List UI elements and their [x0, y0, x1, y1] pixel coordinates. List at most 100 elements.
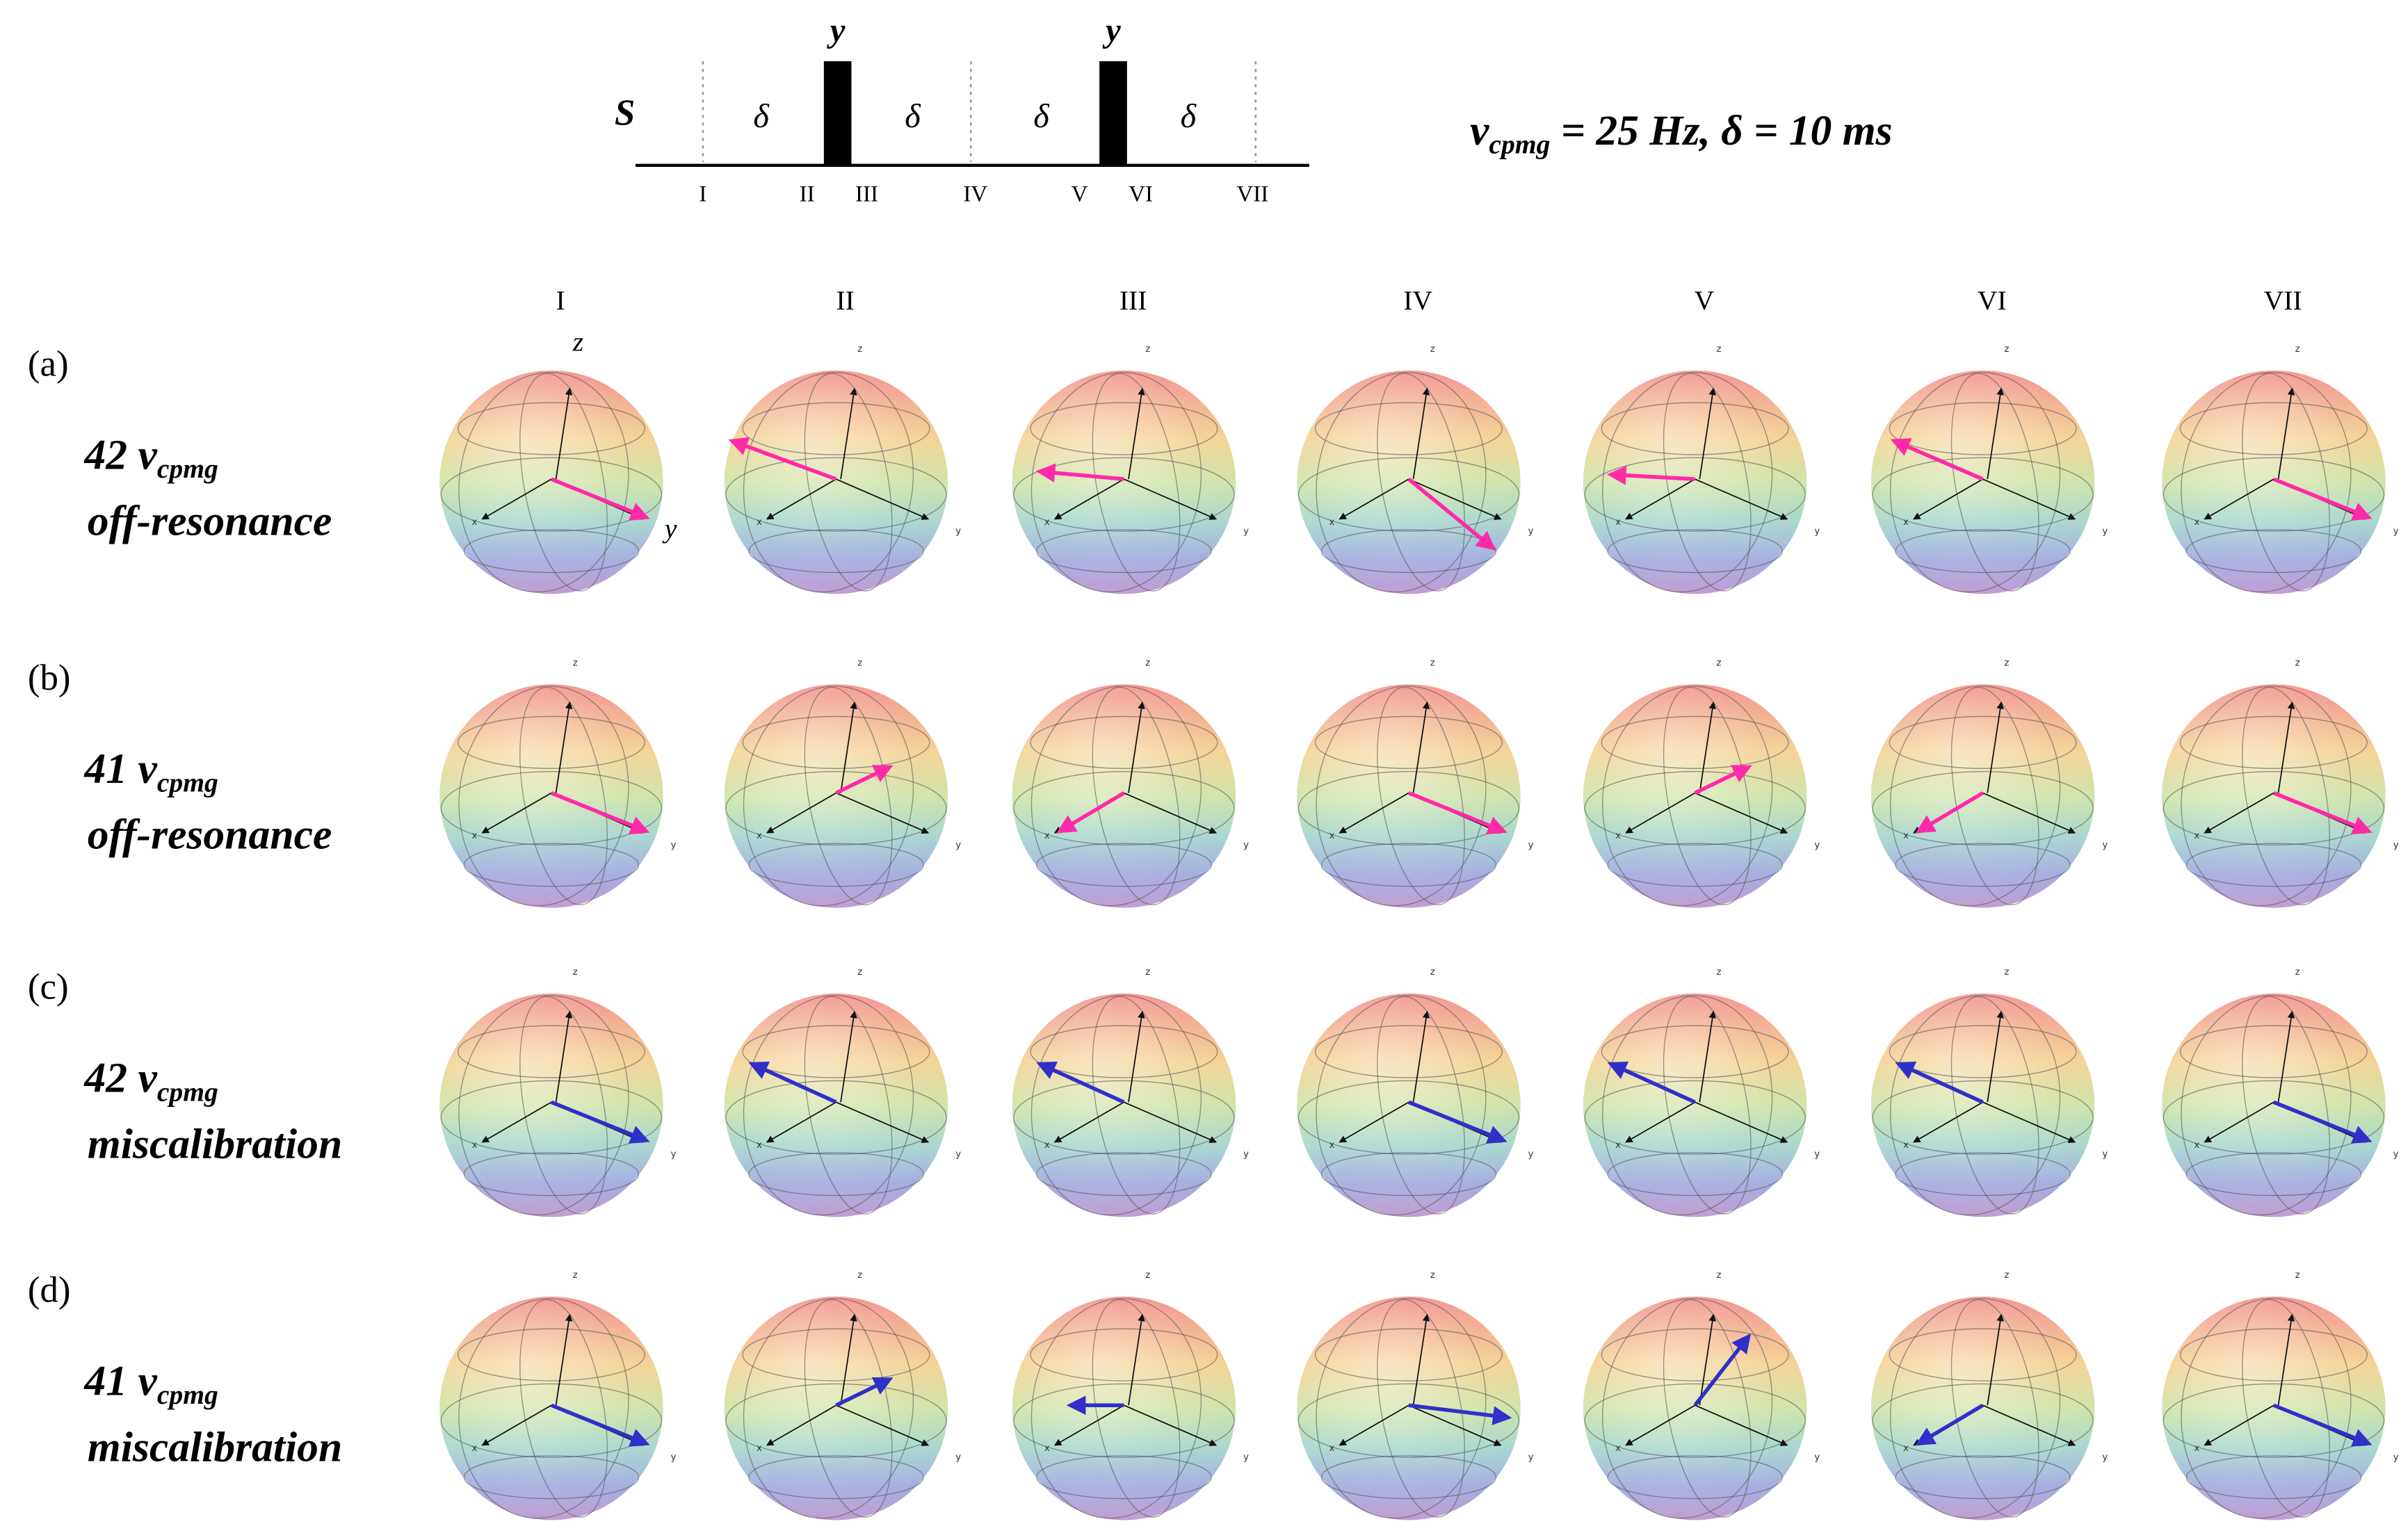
- y-label: y: [2393, 1452, 2399, 1463]
- y-axis: [1124, 1404, 1218, 1446]
- latitude: [1036, 843, 1212, 887]
- z-axis: [1128, 387, 1145, 480]
- latitude: [1889, 1328, 2077, 1381]
- magnetization-vector: [1693, 1333, 1752, 1407]
- y-axis: [1695, 792, 1788, 834]
- x-axis: [1913, 1101, 1984, 1143]
- magnetization-vector: [1895, 1061, 1984, 1104]
- meridian: [519, 686, 608, 906]
- magnetization-vector: [550, 1100, 650, 1144]
- equator: [1013, 457, 1235, 532]
- magnetization-vector: [1915, 1403, 1984, 1446]
- z-axis: [1987, 1313, 2004, 1406]
- magnetization-vector: [1408, 1403, 1512, 1425]
- latitude: [1314, 1328, 1503, 1381]
- latitude: [1030, 1025, 1218, 1078]
- z-label: z: [1717, 344, 1722, 355]
- count: 42 ν: [83, 432, 157, 479]
- z-label: z: [1145, 967, 1150, 978]
- magnetization-vector: [835, 765, 894, 795]
- x-label: x: [1044, 517, 1050, 528]
- meridian: [1316, 372, 1487, 593]
- y-axis: [1408, 478, 1502, 520]
- meridian: [1030, 1298, 1202, 1519]
- x-label: x: [1615, 831, 1621, 841]
- latitude: [1314, 402, 1503, 455]
- z-axis: [1699, 1313, 1716, 1406]
- column-header: I: [556, 285, 565, 316]
- magnetization-vector: [2272, 1100, 2372, 1144]
- bloch-sphere: z x y: [1012, 658, 1249, 908]
- y-label: y: [955, 526, 961, 537]
- equator: [1872, 1383, 2094, 1458]
- latitude: [1889, 1025, 2077, 1078]
- latitude: [2185, 1152, 2362, 1197]
- meridian: [1950, 373, 2039, 592]
- equator: [2162, 1383, 2385, 1458]
- magnetization-vector: [1694, 765, 1752, 795]
- z-axis: [1987, 1010, 2004, 1103]
- z-label: z: [857, 1270, 862, 1281]
- latitude: [1314, 715, 1503, 769]
- x-axis: [1053, 1404, 1124, 1446]
- row-description: off-resonance: [88, 497, 332, 544]
- bloch-sphere: z x y: [724, 1270, 961, 1521]
- magnetization-vector: [550, 791, 650, 835]
- z-label: z: [1717, 1270, 1722, 1281]
- equator: [1584, 1383, 1806, 1458]
- row-label: (b): [28, 658, 71, 698]
- latitude: [457, 1328, 645, 1381]
- x-label: x: [1615, 1443, 1621, 1454]
- meridian: [1316, 995, 1487, 1216]
- z-label: z: [2295, 344, 2300, 355]
- bloch-sphere: z x y: [1297, 658, 1534, 908]
- bloch-sphere: z x y: [1012, 344, 1249, 594]
- equator: [725, 457, 947, 532]
- y-axis: [1408, 1404, 1502, 1446]
- y-label: y: [1528, 840, 1534, 850]
- subscript: cpmg: [157, 1076, 218, 1107]
- magnetization-vector: [1890, 438, 1984, 481]
- meridian: [804, 686, 893, 906]
- x-axis: [1053, 1101, 1124, 1143]
- y-axis: [1695, 1404, 1788, 1446]
- meridian: [2181, 372, 2352, 593]
- latitude: [457, 715, 645, 769]
- equator: [1297, 771, 1520, 846]
- timepoint-label: V: [1072, 181, 1088, 206]
- magnetization-vector: [1607, 466, 1695, 485]
- y-label: y: [2393, 1149, 2399, 1160]
- x-label: x: [1329, 517, 1334, 528]
- y-label: y: [2102, 840, 2108, 850]
- x-label: x: [1903, 1443, 1909, 1454]
- meridian: [1030, 372, 1202, 593]
- equator: [1013, 771, 1235, 846]
- meridian: [458, 372, 629, 593]
- equator: [2162, 1080, 2385, 1155]
- latitude: [1320, 1455, 1497, 1500]
- x-axis: [1339, 478, 1409, 520]
- timepoint-label: I: [699, 181, 706, 206]
- z-label: z: [2004, 344, 2009, 355]
- condition-rest: = 25 Hz, δ = 10 ms: [1550, 107, 1892, 154]
- magnetization-vector: [1056, 791, 1125, 834]
- meridian: [1602, 686, 1773, 907]
- meridian: [458, 686, 629, 907]
- meridian: [1663, 1299, 1752, 1518]
- equator: [1584, 457, 1806, 532]
- latitude: [748, 843, 924, 887]
- latitude: [463, 529, 640, 574]
- meridian: [804, 1299, 893, 1518]
- latitude: [1607, 1152, 1783, 1197]
- latitude: [1036, 1152, 1212, 1197]
- x-label: x: [1044, 831, 1050, 841]
- pulse-phase: y: [1102, 13, 1121, 49]
- z-axis: [840, 701, 857, 793]
- subscript: cpmg: [157, 1379, 218, 1410]
- column-header: IV: [1403, 285, 1432, 316]
- y-label: y: [2102, 526, 2108, 537]
- equator: [1013, 1080, 1235, 1155]
- bloch-sphere: z x y: [1870, 344, 2108, 594]
- z-label: z: [857, 344, 862, 355]
- y-label: y: [2102, 1452, 2108, 1463]
